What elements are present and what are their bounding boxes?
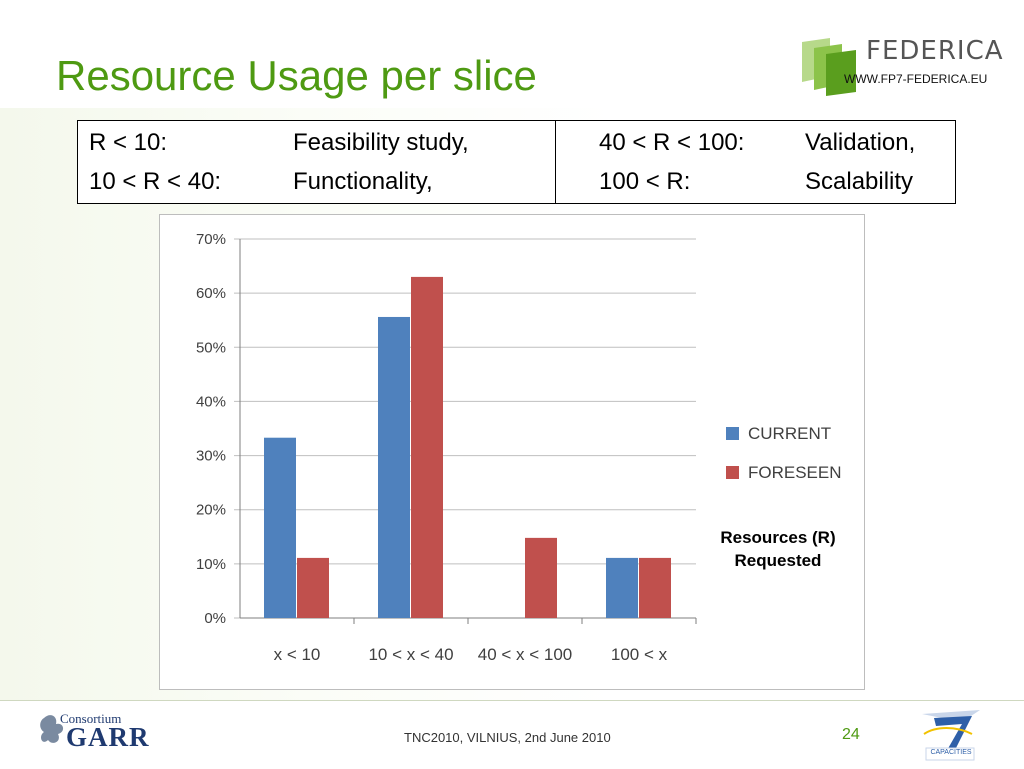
federica-logo: FEDERICA WWW.FP7-FEDERICA.EU: [800, 36, 1003, 96]
bar-current: [606, 557, 638, 618]
bar-foreseen: [525, 537, 557, 618]
garr-logo-line2: GARR: [66, 722, 150, 752]
range-definition-table: R < 10: Feasibility study, 10 < R < 40: …: [77, 120, 956, 204]
y-tick-label: 10%: [196, 556, 226, 573]
range-meaning: Functionality,: [293, 168, 433, 195]
y-tick-label: 60%: [196, 285, 226, 302]
x-axis-note-line2: Requested: [734, 551, 822, 570]
bar-foreseen: [639, 557, 671, 618]
chart-panel: 0% 10% 20% 30% 40% 50% 60% 70% x < 10 10 < x < 40…: [159, 214, 865, 690]
garr-logo: Consortium GARR: [38, 710, 150, 756]
bar-current: [264, 437, 296, 618]
federica-logo-name: FEDERICA: [866, 36, 1004, 66]
range-label: 10 < R < 40:: [89, 168, 222, 195]
bar-foreseen: [297, 557, 329, 618]
legend-swatch-foreseen: [726, 466, 739, 479]
x-tick-label: 100 < x: [611, 645, 668, 664]
y-tick-label: 50%: [196, 339, 226, 356]
resource-usage-bar-chart: 0% 10% 20% 30% 40% 50% 60% 70% x < 10 10 < x < 40…: [196, 231, 842, 664]
garr-logo-icon: [40, 715, 64, 743]
x-tick-label: x < 10: [274, 645, 321, 664]
legend-label-current: CURRENT: [748, 424, 831, 443]
x-tick-label: 10 < x < 40: [368, 645, 453, 664]
footer-event: TNC2010, VILNIUS, 2nd June 2010: [404, 730, 611, 745]
page-number: 24: [842, 726, 860, 743]
x-axis-note-line1: Resources (R): [720, 528, 836, 547]
range-meaning: Validation,: [805, 129, 916, 156]
y-tick-label: 40%: [196, 393, 226, 410]
legend-label-foreseen: FORESEEN: [748, 463, 842, 482]
x-axis-note: Resources (R) Requested: [700, 526, 856, 572]
bar-current: [378, 316, 410, 618]
range-label: 40 < R < 100:: [599, 129, 745, 156]
slide-title: Resource Usage per slice: [56, 52, 537, 99]
legend-swatch-current: [726, 427, 739, 440]
footer-divider: [0, 700, 1024, 701]
x-tick-label: 40 < x < 100: [478, 645, 573, 664]
fp7-caption: CAPACITIES: [930, 749, 972, 756]
range-label: 100 < R:: [599, 168, 691, 195]
federica-logo-icon: [802, 38, 856, 96]
range-label: R < 10:: [89, 129, 168, 156]
fp7-capacities-logo: CAPACITIES: [916, 708, 986, 764]
y-tick-label: 30%: [196, 448, 226, 465]
range-meaning: Scalability: [805, 168, 914, 195]
federica-logo-url: WWW.FP7-FEDERICA.EU: [844, 72, 988, 86]
table-divider: [555, 121, 556, 203]
bar-foreseen: [411, 276, 443, 618]
y-tick-label: 0%: [204, 610, 226, 627]
y-tick-label: 20%: [196, 502, 226, 519]
range-meaning: Feasibility study,: [293, 129, 469, 156]
fp7-logo-icon: [922, 710, 980, 761]
y-tick-label: 70%: [196, 231, 226, 248]
garr-logo-line1: Consortium: [60, 711, 122, 726]
